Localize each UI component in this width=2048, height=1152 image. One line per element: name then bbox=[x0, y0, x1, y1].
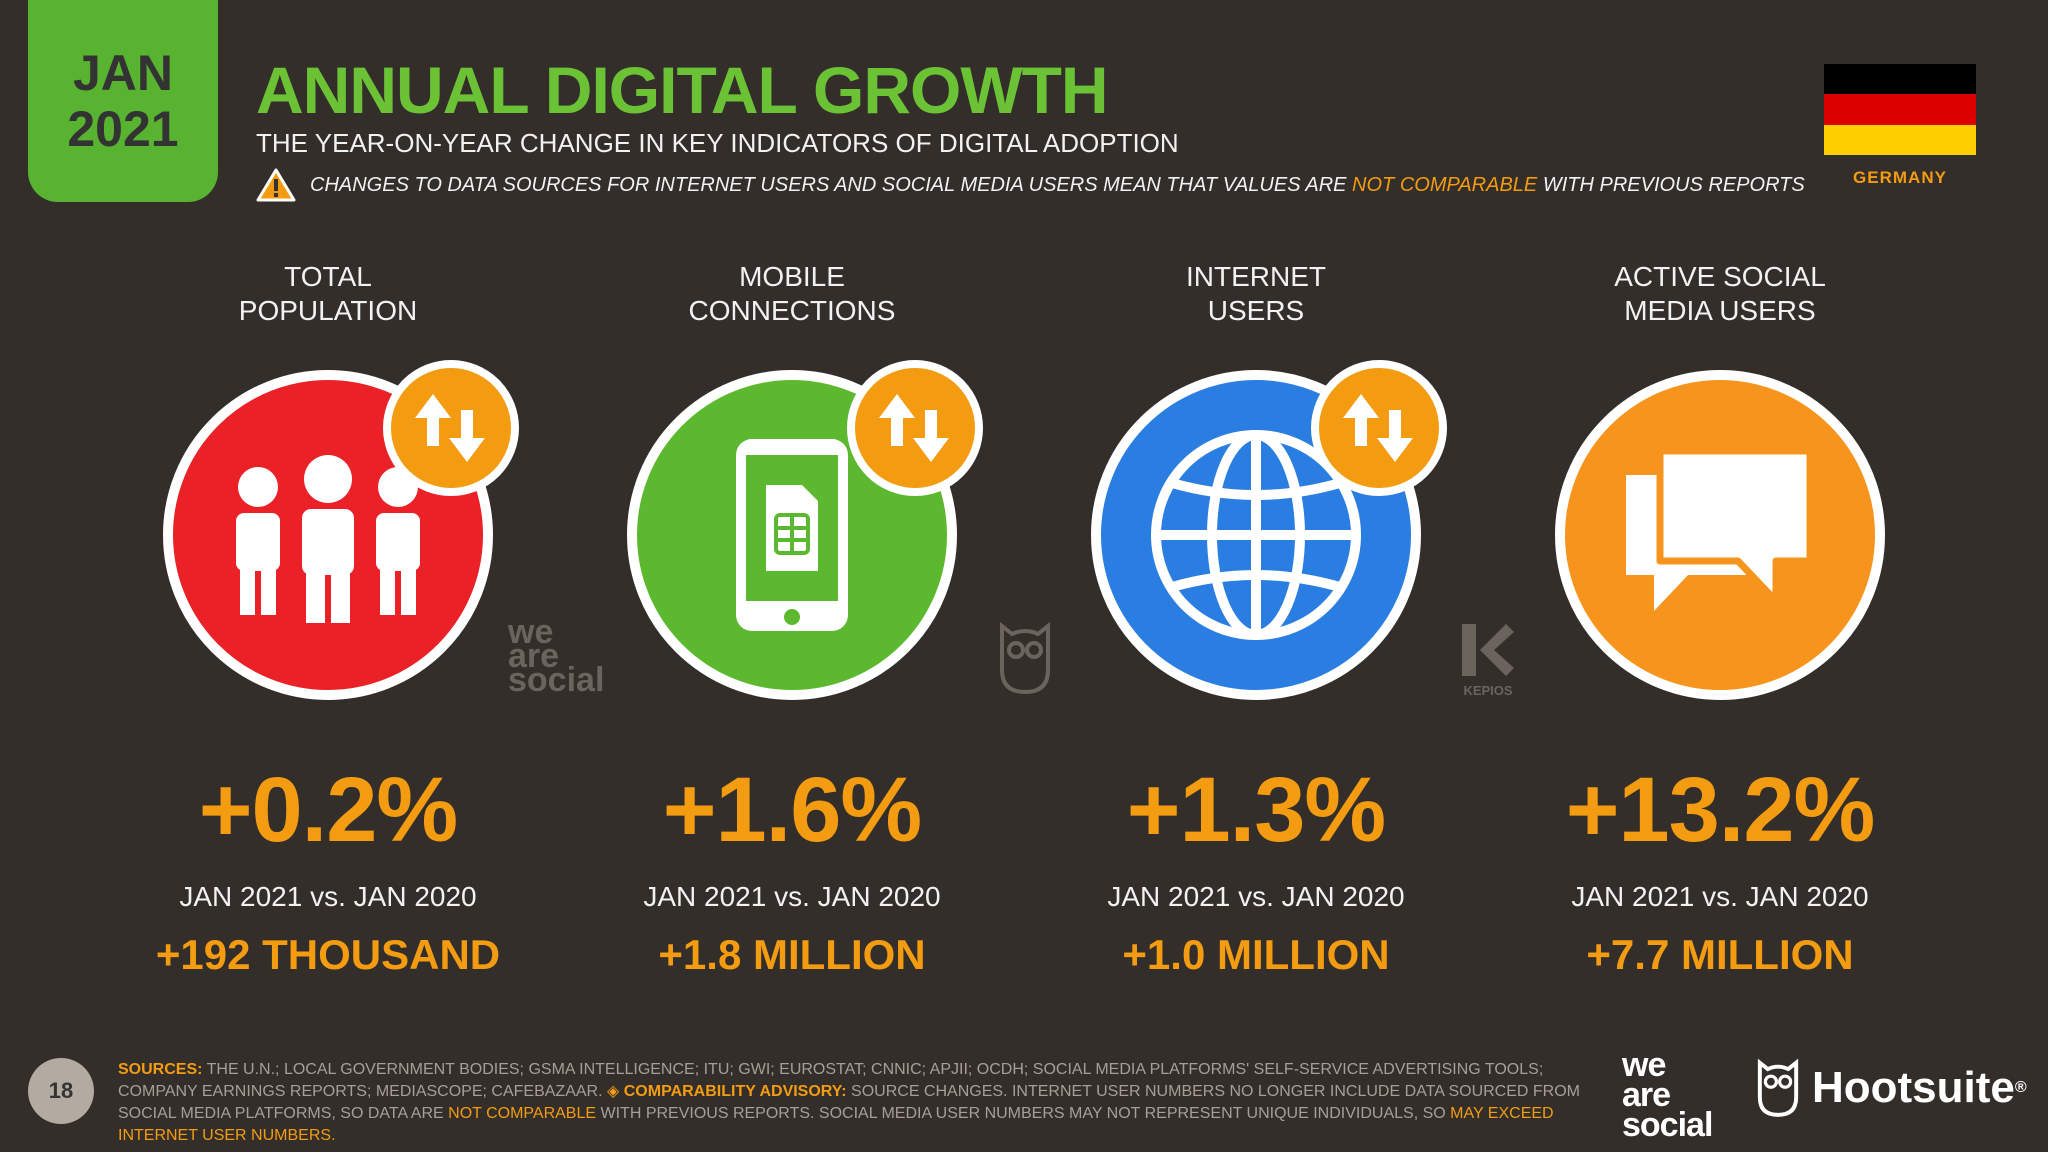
comparison-period: JAN 2021 vs. JAN 2020 bbox=[1571, 881, 1869, 912]
indicator-internet-users: INTERNET USERS +1.3% JAN 2021 vs. JAN 202… bbox=[1026, 260, 1486, 979]
comparability-notice: CHANGES TO DATA SOURCES FOR INTERNET USE… bbox=[256, 168, 1805, 202]
change-percent: +0.2% bbox=[198, 759, 458, 861]
absolute-change: +192 THOUSAND bbox=[155, 931, 501, 978]
owl-icon bbox=[1757, 1058, 1799, 1117]
indicator-total-population: TOTAL POPULATION +0.2% JAN 2021 vs. JAN 2… bbox=[98, 260, 558, 979]
notice-text-pre: CHANGES TO DATA SOURCES FOR INTERNET USE… bbox=[310, 173, 1347, 196]
comparison-period: JAN 2021 vs. JAN 2020 bbox=[179, 881, 477, 912]
country-label: GERMANY bbox=[1853, 168, 1947, 187]
indicator-label: INTERNET USERS bbox=[1186, 261, 1326, 326]
comparison-period: JAN 2021 vs. JAN 2020 bbox=[643, 881, 941, 912]
growth-arrows-icon bbox=[1311, 360, 1447, 496]
indicator-label: MOBILE CONNECTIONS bbox=[688, 261, 896, 326]
change-percent: +1.6% bbox=[662, 759, 922, 861]
hootsuite-logo: Hootsuite ® bbox=[1756, 1058, 2027, 1118]
germany-flag-icon bbox=[1824, 64, 1976, 155]
we-are-social-watermark: we are social bbox=[508, 613, 605, 699]
globe-icon bbox=[1151, 430, 1361, 640]
growth-arrows-icon bbox=[847, 360, 983, 496]
social-circle bbox=[1555, 370, 1885, 700]
warning-icon bbox=[256, 168, 296, 202]
indicator-label: TOTAL POPULATION bbox=[238, 261, 418, 326]
date-month: JAN bbox=[72, 45, 174, 101]
absolute-change: +1.0 MILLION bbox=[1122, 931, 1390, 978]
people-icon bbox=[236, 455, 420, 623]
growth-arrows-icon bbox=[383, 360, 519, 496]
kepios-watermark: KEPIOS bbox=[1458, 622, 1518, 698]
comparison-period: JAN 2021 vs. JAN 2020 bbox=[1107, 881, 1405, 912]
sources-text: SOURCES: THE U.N.; LOCAL GOVERNMENT BODI… bbox=[118, 1061, 1581, 1144]
indicator-social-media-users: ACTIVE SOCIAL MEDIA USERS +13.2% JAN 2021… bbox=[1490, 260, 1950, 979]
mobile-phone-icon bbox=[736, 439, 848, 631]
chat-bubbles-icon bbox=[1626, 447, 1814, 611]
kepios-logo-icon bbox=[1462, 624, 1514, 676]
notice-highlight: NOT COMPARABLE bbox=[1352, 173, 1538, 196]
change-percent: +1.3% bbox=[1126, 759, 1386, 861]
absolute-change: +1.8 MILLION bbox=[658, 931, 926, 978]
page-subtitle: THE YEAR-ON-YEAR CHANGE IN KEY INDICATOR… bbox=[256, 128, 1179, 158]
notice-text-post: WITH PREVIOUS REPORTS bbox=[1542, 173, 1805, 196]
date-year: 2021 bbox=[67, 101, 179, 157]
date-badge: JAN 2021 bbox=[28, 0, 218, 202]
absolute-change: +7.7 MILLION bbox=[1586, 931, 1854, 978]
page-title: ANNUAL DIGITAL GROWTH bbox=[256, 53, 1109, 127]
indicator-mobile-connections: MOBILE CONNECTIONS +1.6% JAN 2021 vs. JAN… bbox=[562, 260, 1022, 979]
page-number: 18 bbox=[28, 1058, 94, 1124]
change-percent: +13.2% bbox=[1565, 759, 1876, 861]
indicator-label: ACTIVE SOCIAL MEDIA USERS bbox=[1614, 261, 1826, 326]
we-are-social-logo: we are social bbox=[1622, 1046, 1713, 1144]
owl-watermark-icon bbox=[1000, 621, 1050, 695]
